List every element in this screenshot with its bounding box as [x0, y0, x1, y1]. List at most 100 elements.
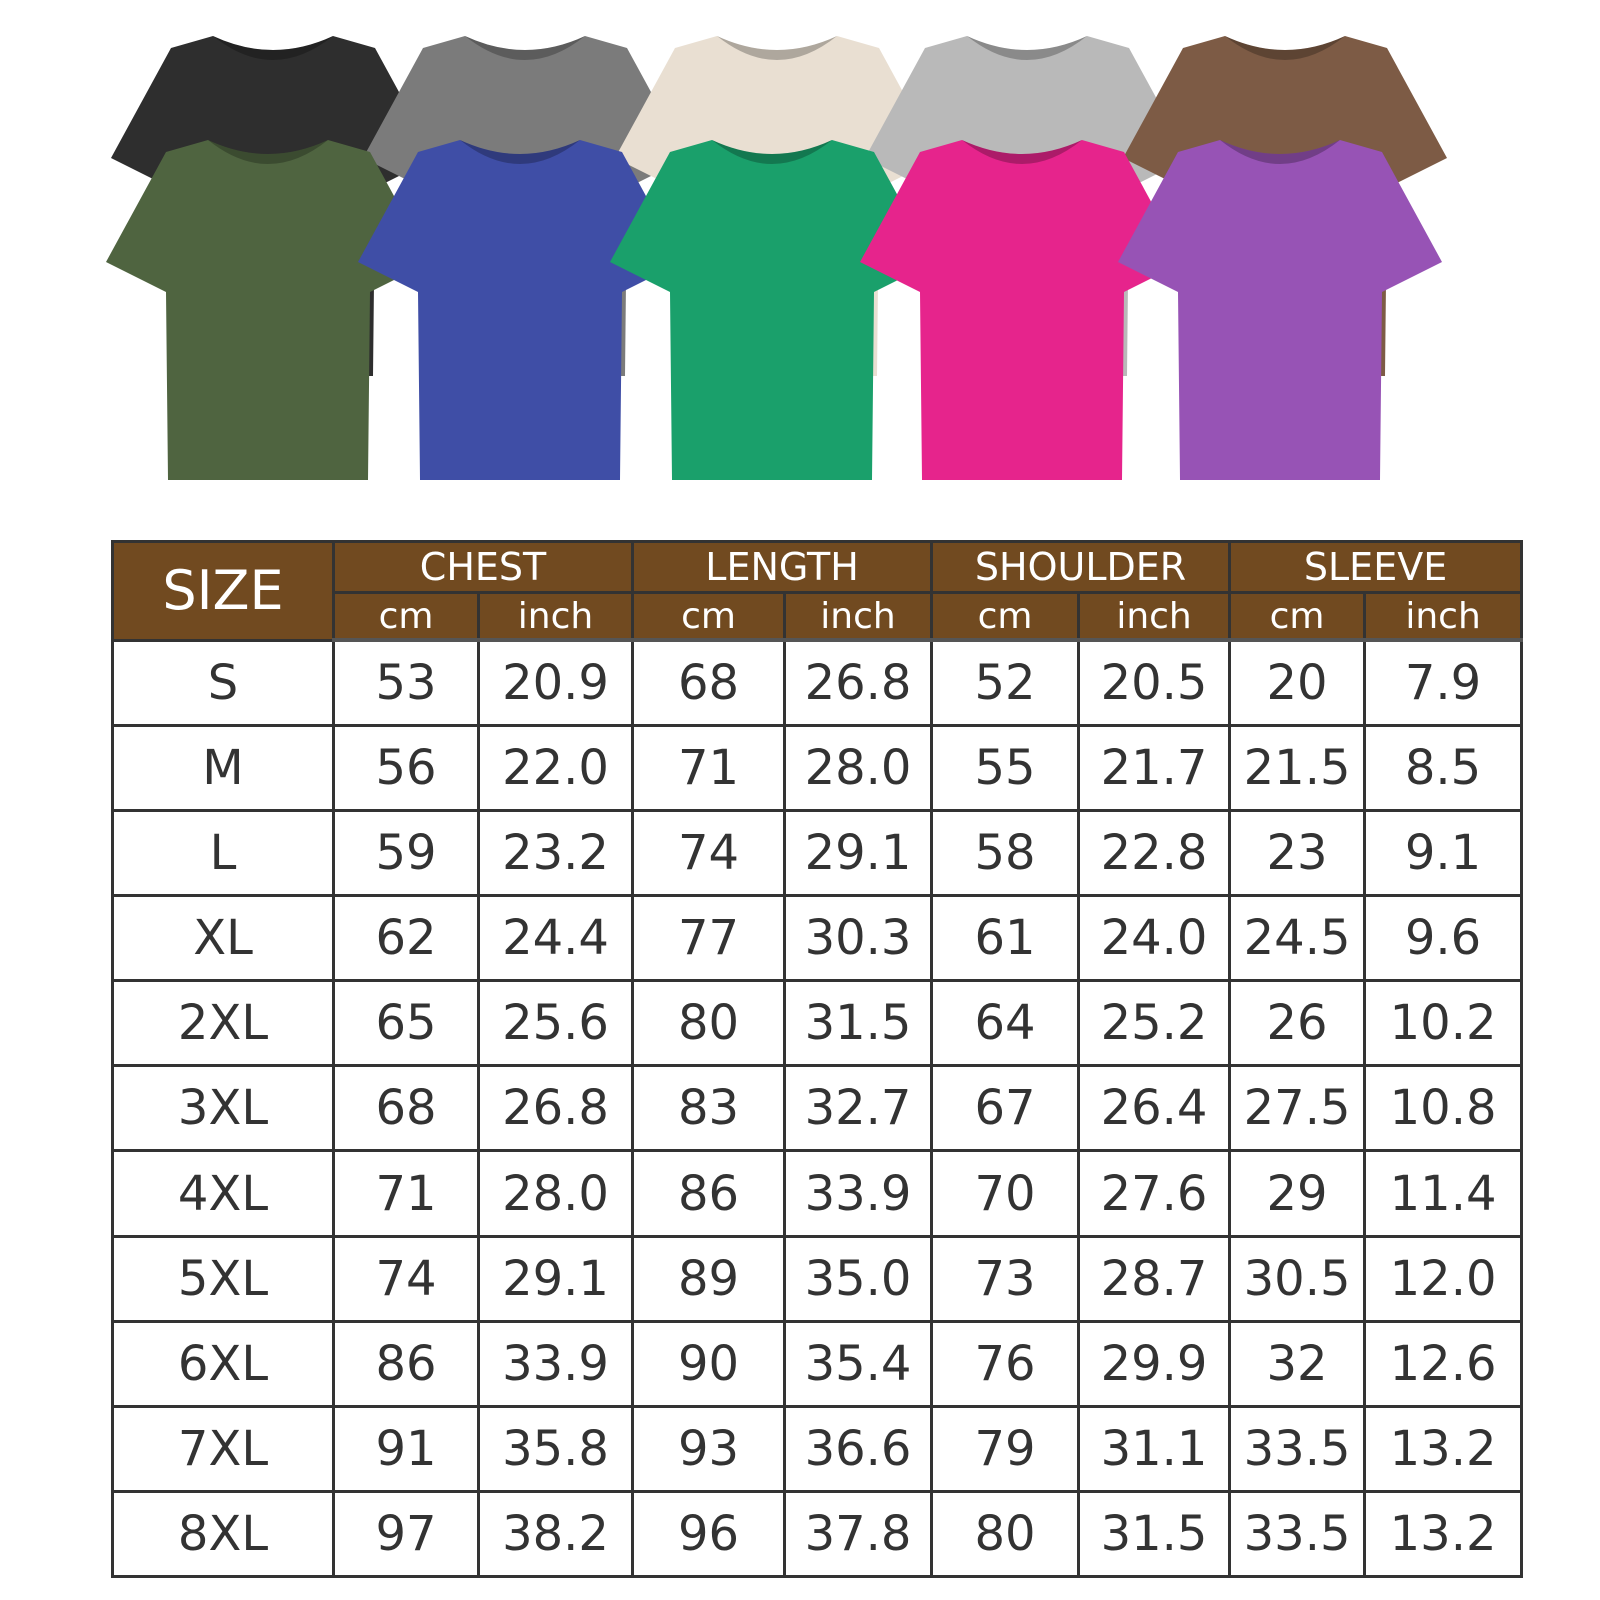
measurement-cell: 20.9: [476, 638, 635, 728]
measurement-cell: 96: [631, 1489, 787, 1579]
tshirt-front-1: [106, 140, 430, 480]
tshirt-front-4: [860, 140, 1184, 480]
table-row: 4XL 71 28.0 86 33.9 70 27.6 29 11.4: [111, 1149, 1524, 1238]
measurement-cell: 26.8: [783, 638, 934, 728]
measurement-cell: 74: [332, 1234, 480, 1323]
measurement-cell: 8.5: [1363, 724, 1524, 813]
measurement-cell: 26.8: [476, 1064, 635, 1153]
measurement-cell: 26: [1228, 979, 1367, 1068]
measurement-cell: 89: [631, 1234, 787, 1323]
measurement-cell: 23.2: [476, 809, 635, 898]
size-cell: 6XL: [111, 1319, 335, 1408]
measurement-cell: 91: [332, 1404, 480, 1493]
measurement-cell: 79: [930, 1404, 1081, 1493]
table-row: 8XL 97 38.2 96 37.8 80 31.5 33.5 13.2: [111, 1489, 1524, 1579]
table-row: S 53 20.9 68 26.8 52 20.5 20 7.9: [111, 638, 1524, 728]
measurement-cell: 29: [1228, 1149, 1367, 1238]
measurement-cell: 35.8: [476, 1404, 635, 1493]
unit-inch: inch: [476, 592, 635, 642]
measurement-cell: 61: [930, 894, 1081, 983]
measurement-cell: 37.8: [783, 1489, 934, 1579]
measurement-cell: 56: [332, 724, 480, 813]
measurement-cell: 35.4: [783, 1319, 934, 1408]
header-shoulder: SHOULDER: [930, 540, 1232, 594]
measurement-cell: 83: [631, 1064, 787, 1153]
table-row: L 59 23.2 74 29.1 58 22.8 23 9.1: [111, 809, 1524, 898]
size-cell: 3XL: [111, 1064, 335, 1153]
measurement-cell: 33.9: [783, 1149, 934, 1238]
size-cell: 5XL: [111, 1234, 335, 1323]
measurement-cell: 10.8: [1363, 1064, 1524, 1153]
measurement-cell: 20: [1228, 638, 1367, 728]
unit-inch: inch: [783, 592, 934, 642]
measurement-cell: 25.2: [1077, 979, 1232, 1068]
measurement-cell: 35.0: [783, 1234, 934, 1323]
size-cell: S: [111, 638, 335, 728]
measurement-cell: 68: [631, 638, 787, 728]
measurement-cell: 13.2: [1363, 1404, 1524, 1493]
tshirt-color-swatches: [106, 36, 1447, 480]
measurement-cell: 97: [332, 1489, 480, 1579]
measurement-cell: 77: [631, 894, 787, 983]
tshirt-front-3: [610, 140, 934, 480]
measurement-cell: 31.5: [1077, 1489, 1232, 1579]
size-cell: XL: [111, 894, 335, 983]
unit-cm: cm: [332, 592, 480, 642]
size-cell: L: [111, 809, 335, 898]
measurement-cell: 27.5: [1228, 1064, 1367, 1153]
measurement-cell: 21.7: [1077, 724, 1232, 813]
measurement-cell: 55: [930, 724, 1081, 813]
header-chest: CHEST: [331, 540, 635, 594]
measurement-cell: 52: [930, 638, 1081, 728]
measurement-cell: 33.5: [1228, 1404, 1367, 1493]
measurement-cell: 29.9: [1077, 1319, 1232, 1408]
measurement-cell: 59: [332, 809, 480, 898]
measurement-cell: 36.6: [783, 1404, 934, 1493]
measurement-cell: 58: [930, 809, 1081, 898]
measurement-cell: 21.5: [1228, 724, 1367, 813]
measurement-cell: 9.1: [1363, 809, 1524, 898]
measurement-cell: 31.5: [783, 979, 934, 1068]
table-row: M 56 22.0 71 28.0 55 21.7 21.5 8.5: [111, 724, 1524, 813]
measurement-cell: 24.5: [1228, 894, 1367, 983]
measurement-cell: 86: [631, 1149, 787, 1238]
unit-inch: inch: [1363, 592, 1524, 642]
measurement-cell: 31.1: [1077, 1404, 1232, 1493]
measurement-cell: 80: [930, 1489, 1081, 1579]
measurement-cell: 93: [631, 1404, 787, 1493]
measurement-cell: 24.4: [476, 894, 635, 983]
measurement-cell: 28.7: [1077, 1234, 1232, 1323]
measurement-cell: 33.9: [476, 1319, 635, 1408]
measurement-cell: 10.2: [1363, 979, 1524, 1068]
measurement-cell: 73: [930, 1234, 1081, 1323]
measurement-cell: 13.2: [1363, 1489, 1524, 1579]
measurement-cell: 64: [930, 979, 1081, 1068]
measurement-cell: 86: [332, 1319, 480, 1408]
size-chart-table: SIZE CHEST LENGTH SHOULDER SLEEVE cm inch cm inc…: [111, 540, 1524, 1579]
measurement-cell: 76: [930, 1319, 1081, 1408]
measurement-cell: 90: [631, 1319, 787, 1408]
measurement-cell: 22.8: [1077, 809, 1232, 898]
measurement-cell: 32: [1228, 1319, 1367, 1408]
measurement-cell: 30.5: [1228, 1234, 1367, 1323]
tshirt-front-2: [358, 140, 682, 480]
header-length: LENGTH: [631, 540, 934, 594]
size-header: SIZE: [111, 540, 335, 642]
measurement-cell: 70: [930, 1149, 1081, 1238]
measurement-cell: 24.0: [1077, 894, 1232, 983]
measurement-cell: 62: [332, 894, 480, 983]
measurement-cell: 27.6: [1077, 1149, 1232, 1238]
table-row: 3XL 68 26.8 83 32.7 67 26.4 27.5 10.8: [111, 1064, 1524, 1153]
measurement-cell: 53: [332, 638, 480, 728]
measurement-cell: 33.5: [1228, 1489, 1367, 1579]
measurement-cell: 7.9: [1363, 638, 1524, 728]
measurement-cell: 12.6: [1363, 1319, 1524, 1408]
measurement-cell: 38.2: [476, 1489, 635, 1579]
measurement-cell: 25.6: [476, 979, 635, 1068]
measurement-cell: 67: [930, 1064, 1081, 1153]
measurement-cell: 22.0: [476, 724, 635, 813]
measurement-cell: 20.5: [1077, 638, 1232, 728]
measurement-cell: 26.4: [1077, 1064, 1232, 1153]
unit-inch: inch: [1077, 592, 1232, 642]
table-row: XL 62 24.4 77 30.3 61 24.0 24.5 9.6: [111, 894, 1524, 983]
